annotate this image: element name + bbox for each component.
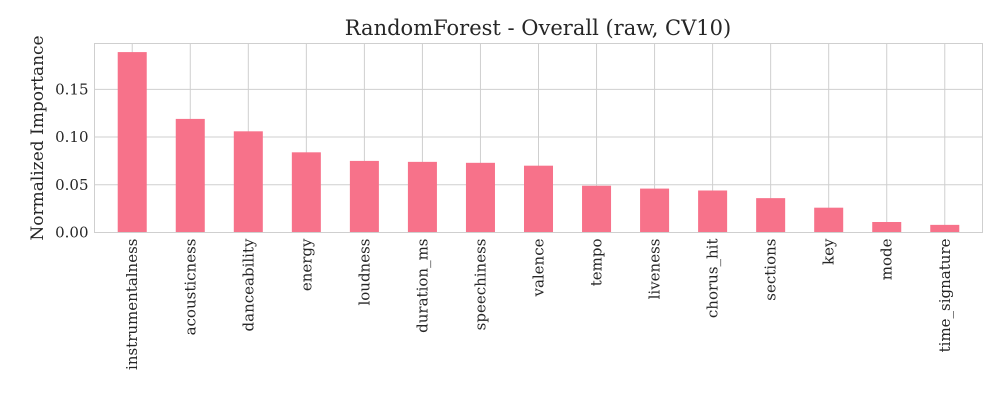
bar-duration_ms (407, 161, 437, 233)
y-tick-label: 0.15 (55, 80, 88, 98)
bar-tempo (582, 185, 612, 233)
chart-title: RandomForest - Overall (raw, CV10) (345, 16, 731, 40)
x-tick-label: valence (530, 238, 548, 297)
bar-speechiness (465, 162, 495, 233)
x-tick-label: mode (878, 238, 896, 280)
bar-sections (756, 198, 786, 233)
bar-chorus_hit (698, 190, 728, 233)
x-tick-label: danceability (239, 238, 257, 331)
x-tick-label: chorus_hit (704, 239, 722, 319)
x-tick-label: key (820, 238, 838, 265)
x-tick-label: energy (297, 238, 315, 291)
bar-energy (291, 152, 321, 233)
x-tick-labels: instrumentalness acousticness danceability… (123, 238, 954, 370)
x-tick-label: instrumentalness (123, 239, 141, 370)
x-tick-label: acousticness (181, 239, 199, 336)
y-tick-label: 0.10 (55, 128, 88, 146)
y-tick-label: 0.00 (55, 224, 88, 242)
x-tick-label: speechiness (471, 239, 489, 331)
bars (117, 52, 960, 233)
bar-liveness (640, 188, 670, 233)
bar-danceability (233, 131, 263, 233)
y-tick-labels: 0.00 0.05 0.10 0.15 (55, 80, 88, 241)
x-tick-label: sections (762, 239, 780, 301)
x-tick-label: loudness (355, 239, 373, 306)
y-axis-label: Normalized Importance (28, 35, 48, 240)
bar-acousticness (175, 118, 205, 233)
bar-valence (523, 165, 554, 233)
x-tick-label: liveness (646, 239, 664, 300)
x-tick-label: duration_ms (413, 239, 431, 333)
plot-frame (94, 43, 983, 233)
bar-loudness (349, 160, 379, 233)
bar-key (814, 207, 844, 233)
bar-time_signature (930, 224, 960, 233)
x-tick-label: time_signature (936, 238, 954, 352)
bar-instrumentalness (117, 52, 147, 233)
y-tick-label: 0.05 (55, 176, 88, 194)
x-tick-label: tempo (588, 239, 606, 287)
bar-mode (872, 222, 902, 233)
